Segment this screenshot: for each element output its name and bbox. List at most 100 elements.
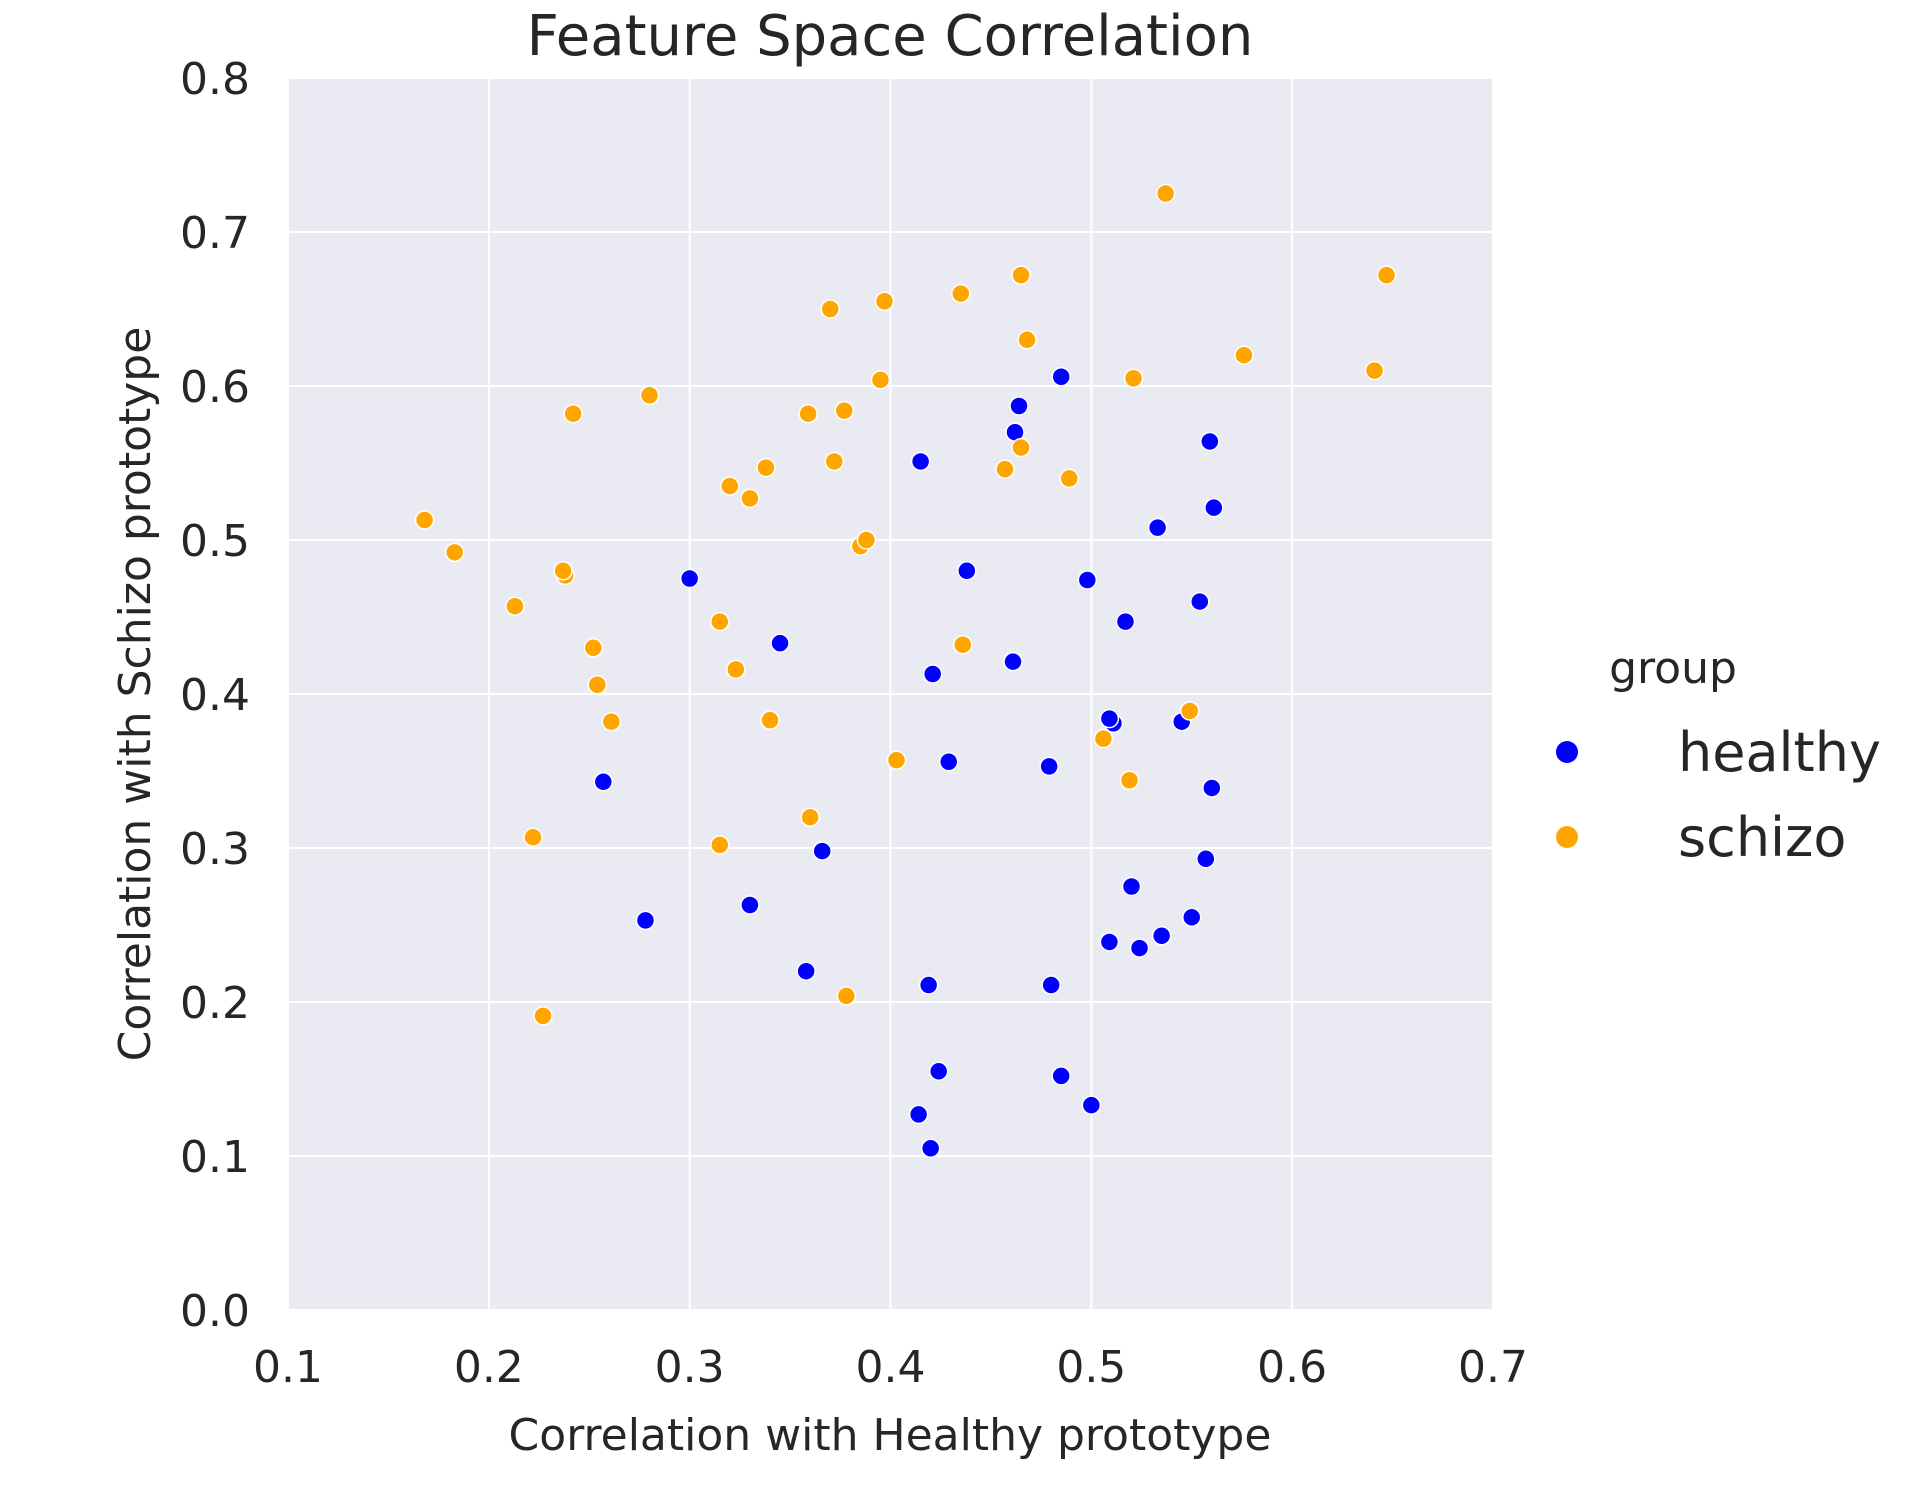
y-tick-label: 0.5 (180, 516, 250, 567)
point-schizo-30 (951, 283, 971, 304)
point-healthy-1 (770, 633, 790, 653)
point-schizo-0 (414, 510, 435, 530)
point-schizo-1 (444, 542, 465, 563)
point-schizo-11 (639, 385, 660, 405)
point-schizo-37 (1093, 728, 1114, 749)
point-schizo-38 (1119, 770, 1140, 790)
point-schizo-35 (1017, 330, 1037, 350)
point-schizo-13 (710, 835, 730, 855)
point-schizo-7 (563, 403, 583, 424)
x-tick-label: 0.1 (253, 1342, 323, 1393)
point-schizo-16 (740, 488, 760, 509)
point-healthy-4 (635, 910, 656, 931)
point-schizo-41 (1179, 701, 1200, 721)
point-healthy-19 (1039, 756, 1059, 777)
y-tick-label: 0.1 (180, 1132, 250, 1183)
point-healthy-30 (1147, 517, 1168, 538)
point-healthy-38 (1196, 849, 1216, 869)
point-schizo-14 (720, 476, 740, 496)
y-axis-label: Correlation with Schizo prototype (110, 327, 161, 1062)
point-schizo-4 (533, 1006, 553, 1026)
legend: group healthy schizo (1556, 643, 1881, 869)
y-tick-label: 0.4 (180, 670, 250, 721)
point-schizo-31 (953, 634, 973, 655)
point-healthy-18 (1051, 367, 1071, 387)
point-schizo-9 (587, 675, 608, 695)
point-healthy-8 (957, 561, 977, 581)
point-healthy-11 (918, 975, 939, 995)
point-healthy-10 (938, 752, 959, 772)
point-healthy-21 (1051, 1066, 1071, 1086)
point-schizo-24 (836, 986, 857, 1006)
point-healthy-31 (1151, 926, 1172, 946)
data-points (414, 183, 1397, 1159)
y-tick-label: 0.0 (180, 1286, 250, 1337)
legend-title: group (1609, 643, 1737, 694)
point-healthy-12 (928, 1061, 949, 1082)
point-healthy-9 (922, 664, 943, 684)
point-healthy-0 (679, 568, 700, 589)
point-healthy-6 (796, 961, 816, 981)
point-schizo-6 (553, 561, 573, 581)
point-schizo-3 (523, 827, 543, 847)
x-tick-label: 0.6 (1257, 1342, 1327, 1393)
point-schizo-44 (1376, 265, 1397, 285)
y-tick-label: 0.8 (180, 54, 250, 105)
point-schizo-43 (1364, 360, 1385, 381)
point-schizo-20 (800, 807, 820, 827)
point-schizo-39 (1123, 368, 1144, 389)
legend-label-schizo: schizo (1678, 806, 1846, 869)
point-healthy-28 (1099, 932, 1120, 952)
point-healthy-36 (1204, 497, 1224, 518)
y-tick-label: 0.6 (180, 362, 250, 413)
point-healthy-27 (1121, 876, 1142, 897)
point-schizo-42 (1234, 345, 1254, 365)
legend-marker-schizo (1556, 826, 1578, 848)
point-schizo-2 (505, 596, 525, 616)
y-tick-label: 0.3 (180, 824, 250, 875)
x-tick-label: 0.3 (655, 1342, 725, 1393)
point-healthy-20 (1041, 975, 1061, 995)
point-healthy-34 (1190, 591, 1210, 612)
point-schizo-12 (710, 611, 730, 632)
point-healthy-14 (920, 1138, 941, 1159)
point-healthy-22 (1081, 1095, 1102, 1115)
point-healthy-26 (1099, 708, 1120, 729)
point-schizo-26 (856, 530, 877, 550)
x-tick-label: 0.7 (1458, 1342, 1528, 1393)
point-schizo-28 (874, 291, 895, 312)
point-schizo-27 (870, 370, 891, 390)
point-schizo-19 (798, 403, 818, 424)
point-schizo-10 (601, 711, 622, 732)
grid-lines (287, 77, 1494, 1311)
point-healthy-33 (1182, 907, 1202, 928)
point-schizo-8 (583, 638, 604, 658)
point-healthy-3 (812, 841, 832, 861)
point-schizo-21 (820, 299, 840, 319)
point-schizo-22 (824, 451, 845, 472)
y-tick-label: 0.7 (180, 208, 250, 259)
point-schizo-29 (886, 750, 907, 770)
point-schizo-15 (726, 659, 746, 680)
point-healthy-29 (1129, 938, 1150, 958)
point-schizo-17 (756, 457, 776, 478)
x-axis-label: Correlation with Healthy prototype (509, 1410, 1272, 1461)
x-tick-label: 0.2 (454, 1342, 524, 1393)
point-schizo-32 (995, 459, 1015, 479)
y-tick-labels: 0.0 0.1 0.2 0.3 0.4 0.5 0.6 0.7 0.8 (180, 54, 250, 1337)
legend-label-healthy: healthy (1678, 721, 1881, 784)
y-tick-label: 0.2 (180, 978, 250, 1029)
x-tick-labels: 0.1 0.2 0.3 0.4 0.5 0.6 0.7 (253, 1342, 1528, 1393)
point-healthy-24 (1115, 611, 1136, 632)
point-schizo-18 (760, 710, 780, 730)
point-healthy-17 (1009, 396, 1029, 416)
point-schizo-33 (1011, 437, 1031, 458)
legend-marker-healthy (1556, 741, 1578, 763)
point-healthy-15 (1003, 651, 1023, 672)
point-healthy-7 (910, 451, 931, 472)
point-schizo-23 (834, 400, 855, 421)
point-healthy-2 (593, 772, 614, 792)
point-schizo-34 (1011, 265, 1031, 285)
point-healthy-35 (1200, 431, 1220, 452)
point-healthy-37 (1202, 778, 1222, 798)
